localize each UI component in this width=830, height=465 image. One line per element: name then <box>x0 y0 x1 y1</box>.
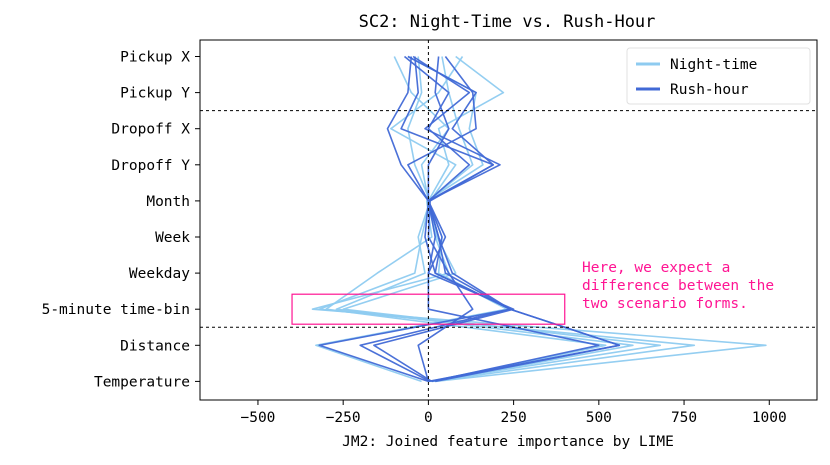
x-tick-label-3: 250 <box>501 410 527 426</box>
annotation-line-2: difference between the <box>582 278 774 294</box>
y-tick-label-week: Week <box>155 230 190 246</box>
y-tick-label-pickup-x: Pickup X <box>120 50 190 66</box>
y-tick-label-dropoff-x: Dropoff X <box>111 122 190 138</box>
series-line-rush-hour-13 <box>403 55 621 383</box>
reference-lines <box>200 40 817 400</box>
x-axis: −500 −250 0 250 500 750 1000 <box>240 400 787 426</box>
x-tick-label-4: 500 <box>586 410 612 426</box>
x-axis-label: JM2: Joined feature importance by LIME <box>342 434 674 450</box>
y-tick-label-5-minute-time-bin: 5-minute time-bin <box>42 302 190 318</box>
legend-frame <box>626 47 811 105</box>
annotation-line-1: Here, we expect a <box>582 260 730 276</box>
x-tick-label-0: −500 <box>240 410 275 426</box>
y-tick-label-temperature: Temperature <box>94 374 190 390</box>
x-tick-label-2: 0 <box>424 410 433 426</box>
x-tick-label-6: 1000 <box>752 410 787 426</box>
plot-area-frame <box>199 39 818 401</box>
series-line-rush-hour-11 <box>400 56 495 382</box>
x-tick-label-5: 750 <box>671 410 697 426</box>
series-line-rush-hour-9 <box>373 55 515 383</box>
legend-label-night-time: Night-time <box>670 57 757 73</box>
annotation: Here, we expect a difference between the… <box>291 260 774 325</box>
annotation-line-3: two scenario forms. <box>582 296 748 312</box>
chart-title: SC2: Night-Time vs. Rush-Hour <box>359 12 656 32</box>
y-tick-label-weekday: Weekday <box>129 266 190 282</box>
legend-label-rush-hour: Rush-hour <box>670 82 749 98</box>
y-tick-label-distance: Distance <box>120 338 190 354</box>
series-lines <box>311 55 767 383</box>
y-tick-label-dropoff-y: Dropoff Y <box>111 158 190 174</box>
y-tick-label-pickup-y: Pickup Y <box>120 86 190 102</box>
y-axis: Pickup X Pickup Y Dropoff X Dropoff Y Month W… <box>42 50 200 390</box>
highlight-box <box>291 293 566 325</box>
legend: Night-time Rush-hour <box>626 47 811 105</box>
y-tick-label-month: Month <box>146 194 190 210</box>
x-tick-label-1: −250 <box>326 410 361 426</box>
